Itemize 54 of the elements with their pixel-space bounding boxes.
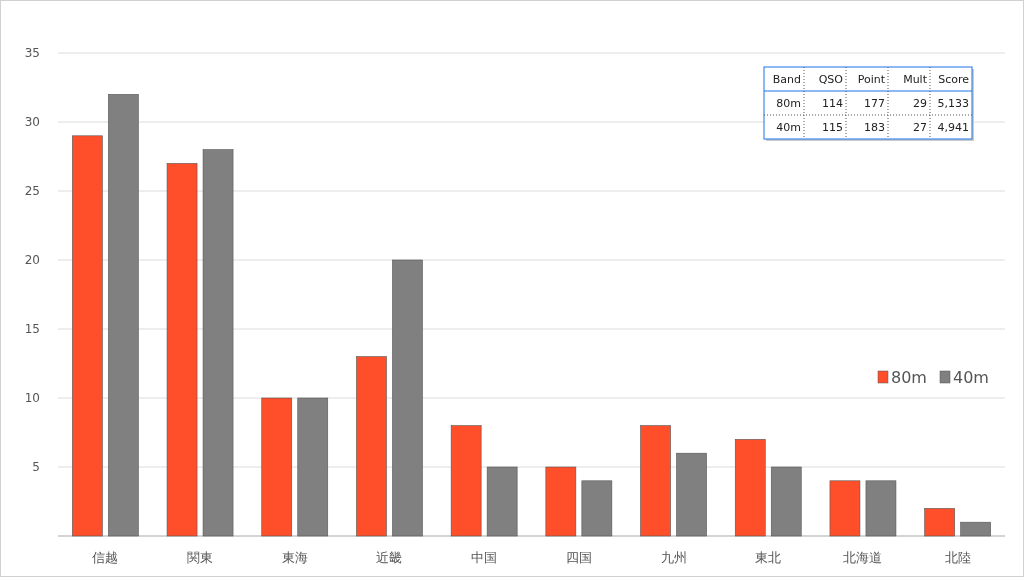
x-tick-label: 信越 [92,550,119,565]
y-tick-label: 10 [24,391,40,405]
bar [865,480,897,537]
bar [392,259,423,537]
legend-label: 40m [953,368,989,387]
annotation: 114 [822,97,843,110]
annotation: Score [938,73,970,86]
bar [108,94,139,537]
annotation: Point [857,73,886,86]
bar [486,466,518,537]
y-tick-label: 30 [24,115,40,129]
annotation: 4,941 [937,121,969,134]
bar [166,163,198,537]
bar [581,480,613,537]
y-tick-label: 35 [24,46,40,60]
y-tick-label: 25 [24,184,40,198]
bar [829,480,861,537]
annotation: QSO [818,73,844,86]
annotation: 5,133 [937,97,969,110]
annotation: Band [772,73,801,86]
bar [676,452,707,537]
bar [450,425,482,537]
annotation: Mult [903,73,928,86]
bar [545,466,577,537]
x-tick-label: 関東 [187,550,214,565]
bar [202,149,234,537]
x-tick-label: 北陸 [944,550,971,565]
x-tick-label: 東海 [281,550,308,565]
bar [734,439,766,537]
x-tick-label: 北海道 [843,550,883,565]
x-tick-label: 中国 [471,550,498,565]
bar [72,135,103,537]
bar [261,397,293,537]
bar [924,508,955,537]
annotation: 80m [776,97,801,110]
legend-label: 80m [891,368,927,387]
annotation: 29 [913,97,927,110]
bar [770,466,802,537]
y-tick-label: 15 [24,322,40,336]
x-tick-label: 四国 [565,550,592,565]
bar [960,521,991,537]
y-tick-label: 5 [32,460,40,474]
x-tick-label: 九州 [660,550,687,565]
annotation: 183 [864,121,885,134]
bar [356,356,387,537]
annotation: 115 [822,121,843,134]
bar [297,397,329,537]
annotation: 40m [776,121,801,134]
x-tick-label: 東北 [755,550,782,565]
x-tick-label: 近畿 [376,550,403,565]
bar [640,425,671,537]
annotation: 27 [913,121,927,134]
y-tick-label: 20 [24,253,40,267]
annotation: 177 [864,97,885,110]
